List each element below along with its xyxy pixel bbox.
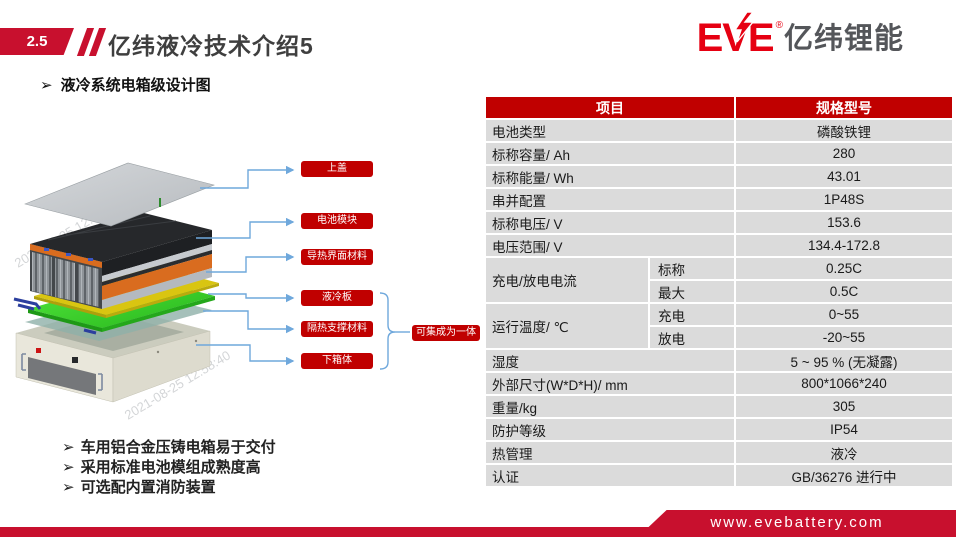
arrow-bullet-icon: ➢ (62, 459, 75, 476)
table-row: 串并配置 1P48S (486, 189, 952, 210)
diagram-label-top-cover: 上盖 (301, 161, 373, 177)
eve-logo-text: EVE (696, 16, 775, 60)
table-row: 标称电压/ V 153.6 (486, 212, 952, 233)
diagram-label-lower-box: 下箱体 (301, 353, 373, 369)
table-row: 认证 GB/36276 进行中 (486, 465, 952, 486)
table-row: 电压范围/ V 134.4-172.8 (486, 235, 952, 256)
table-header-row: 项目 规格型号 (486, 97, 952, 118)
table-row: 运行温度/ ℃ 充电 0~55 (486, 304, 952, 348)
table-row: 标称能量/ Wh 43.01 (486, 166, 952, 187)
table-row: 重量/kg 305 (486, 396, 952, 417)
section-badge: 2.5 (0, 28, 74, 55)
diagram-label-cooling-plate: 液冷板 (301, 290, 373, 306)
bullet-item: ➢ 采用标准电池模组成熟度高 (62, 459, 261, 476)
integration-brace (379, 292, 410, 370)
bullet-item: ➢ 可选配内置消防装置 (62, 479, 216, 496)
footer-url: www.evebattery.com (638, 510, 956, 537)
table-row: 电池类型 磷酸铁锂 (486, 120, 952, 141)
bullet-item: ➢ 车用铝合金压铸电箱易于交付 (62, 439, 276, 456)
lightning-bolt-icon (733, 12, 755, 43)
table-row: 湿度 5 ~ 95 % (无凝露) (486, 350, 952, 371)
diagram-label-integrated: 可集成为一体 (412, 325, 480, 341)
diagram-label-battery-module: 电池模块 (301, 213, 373, 229)
arrow-bullet-icon: ➢ (62, 479, 75, 496)
header-spec: 规格型号 (736, 97, 952, 118)
diagram-label-thermal-interface: 导热界面材料 (301, 249, 373, 265)
footer-red-bar (0, 527, 700, 537)
exploded-battery-box-diagram: 2021-08-25 12:58:40 2021-08-25 12:58:40 (12, 162, 410, 420)
feature-bullets: ➢ 车用铝合金压铸电箱易于交付 ➢ 采用标准电池模组成熟度高 ➢ 可选配内置消防装置 (62, 438, 276, 498)
page-title: 亿纬液冷技术介绍5 (108, 33, 314, 59)
arrow-bullet-icon: ➢ (40, 77, 53, 94)
table-row: 最大 0.5C (486, 281, 952, 302)
connector-lines (196, 165, 295, 366)
table-row: 防护等级 IP54 (486, 419, 952, 440)
table-row: 外部尺寸(W*D*H)/ mm 800*1066*240 (486, 373, 952, 394)
spec-table: 项目 规格型号 电池类型 磷酸铁锂 标称容量/ Ah 280 标称能量/ Wh 43.… (484, 95, 954, 488)
arrow-bullet-icon: ➢ (62, 439, 75, 456)
top-cover-plate (24, 162, 215, 227)
eve-logo-chinese: 亿纬锂能 (783, 23, 904, 55)
table-row: 标称容量/ Ah 280 (486, 143, 952, 164)
subtitle: ➢ 液冷系统电箱级设计图 (40, 77, 211, 94)
table-row: 充电/放电电流 标称 0.25C (486, 258, 952, 302)
table-row: 热管理 液冷 (486, 442, 952, 463)
registered-mark: ® (775, 20, 783, 31)
diagram-label-insulation-support: 隔热支撑材料 (301, 321, 373, 337)
battery-module-3d (30, 212, 212, 309)
header-item: 项目 (486, 97, 734, 118)
table-row: 放电 -20~55 (486, 327, 952, 348)
eve-logo: EVE ® 亿纬锂能 (696, 12, 904, 60)
